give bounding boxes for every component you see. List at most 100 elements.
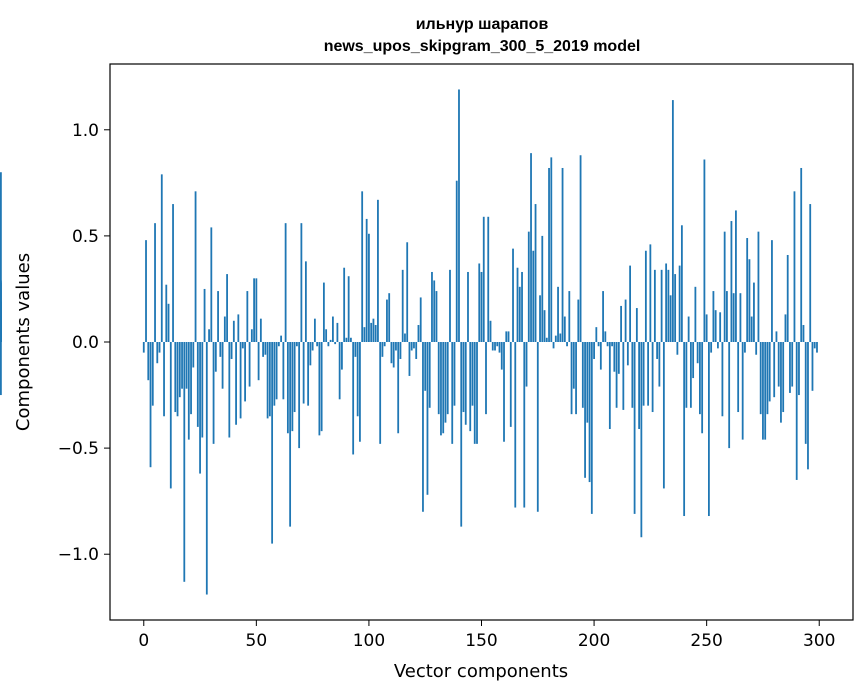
bar-135 [446,342,449,415]
bar-118 [408,342,411,376]
bar-230 [660,269,663,342]
bar-73 [307,342,310,406]
x-tick-label: 50 [246,631,268,651]
bar-64 [286,342,289,434]
bar-27 [203,288,206,342]
bar-214 [624,299,627,342]
bar-88 [341,342,343,370]
bar-188 [566,342,568,347]
bar-291 [798,342,800,396]
bar-296 [809,204,812,342]
bar-undefined [0,316,2,342]
bar-184 [557,286,559,342]
bar-153 [487,216,490,342]
bar-179 [545,337,548,342]
bar-166 [516,267,519,342]
bar-299 [816,342,818,353]
bar-34 [219,342,222,357]
bar-237 [676,342,679,355]
bar-111 [392,342,395,368]
bar-30 [210,227,213,342]
bar-42 [237,314,240,342]
bar-189 [568,291,571,342]
bar-90 [345,337,348,342]
bar-86 [336,322,339,342]
bar-196 [584,342,586,478]
bar-117 [406,242,409,342]
x-tick-label: 0 [138,631,149,651]
bar-193 [577,299,580,342]
bar-238 [678,265,681,342]
bar-264 [737,342,740,413]
bar-31 [212,342,215,444]
bar-152 [485,342,487,415]
bar-183 [554,335,557,342]
bar-137 [451,342,454,444]
y-tick-label: 0.5 [72,227,99,247]
bar-68 [295,342,298,347]
bar-143 [464,342,467,425]
bar-124 [422,342,424,512]
bar-199 [590,342,593,514]
bar-130 [435,291,438,342]
bar-66 [291,342,294,432]
x-tick-label: 100 [353,631,385,651]
bar-274 [759,342,762,415]
bar-55 [266,342,269,419]
x-tick-label: 200 [578,631,610,651]
bar-83 [329,339,332,342]
bar-26 [201,342,204,438]
bar-113 [397,342,400,434]
bar-182 [552,342,555,349]
bar-155 [491,342,494,351]
bar-149 [478,263,481,342]
bar-17 [181,342,183,389]
bar-99 [365,218,368,342]
bar-263 [735,210,737,342]
bar-63 [284,223,287,342]
bar-91 [347,276,350,342]
bar-93 [352,342,355,455]
y-axis-label: Components values [13,253,34,431]
bar-78 [318,342,321,436]
bar-15 [176,342,179,417]
bar-160 [503,342,505,442]
bar-277 [766,342,769,415]
bar-204 [602,291,604,342]
bar-67 [293,342,296,413]
bar-244 [692,342,695,379]
bar-75 [311,342,314,351]
bar-266 [741,342,744,440]
bar-164 [512,248,514,342]
bar-251 [708,342,710,517]
bar-69 [298,342,301,449]
bar-224 [647,342,650,406]
bar-176 [539,295,541,342]
bar-271 [753,282,755,342]
bar-231 [662,342,665,489]
bar-49 [253,278,255,342]
bar-168 [521,271,523,342]
bar-202 [597,342,600,347]
bar-163 [509,342,512,427]
bar-84 [332,316,334,342]
bar-158 [498,342,501,353]
bar-146 [471,342,474,406]
bar-289 [793,191,796,342]
bar-297 [811,342,814,391]
bar-249 [703,159,706,342]
axes-frame [109,63,854,621]
bar-195 [581,342,584,408]
bar-134 [444,342,447,423]
bar-108 [386,299,388,342]
bar-256 [719,312,722,342]
bar-150 [480,271,483,342]
bar-105 [379,342,382,444]
bar-2 [147,342,150,381]
bar-290 [795,342,798,480]
bar-1 [145,240,147,342]
bar-8 [160,174,163,342]
bar-5 [154,223,156,342]
bar-79 [320,342,323,432]
